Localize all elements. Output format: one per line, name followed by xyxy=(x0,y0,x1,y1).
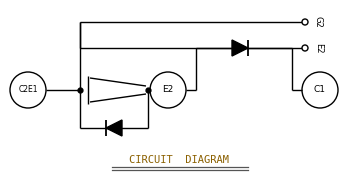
Text: CIRCUIT  DIAGRAM: CIRCUIT DIAGRAM xyxy=(129,155,229,165)
Polygon shape xyxy=(232,40,248,56)
Text: C2E1: C2E1 xyxy=(18,86,38,94)
Text: E2: E2 xyxy=(314,43,323,53)
Text: E2: E2 xyxy=(163,86,174,94)
Polygon shape xyxy=(106,120,122,136)
Circle shape xyxy=(302,45,308,51)
Circle shape xyxy=(302,19,308,25)
Text: G2: G2 xyxy=(314,16,323,28)
Text: C1: C1 xyxy=(314,86,326,94)
